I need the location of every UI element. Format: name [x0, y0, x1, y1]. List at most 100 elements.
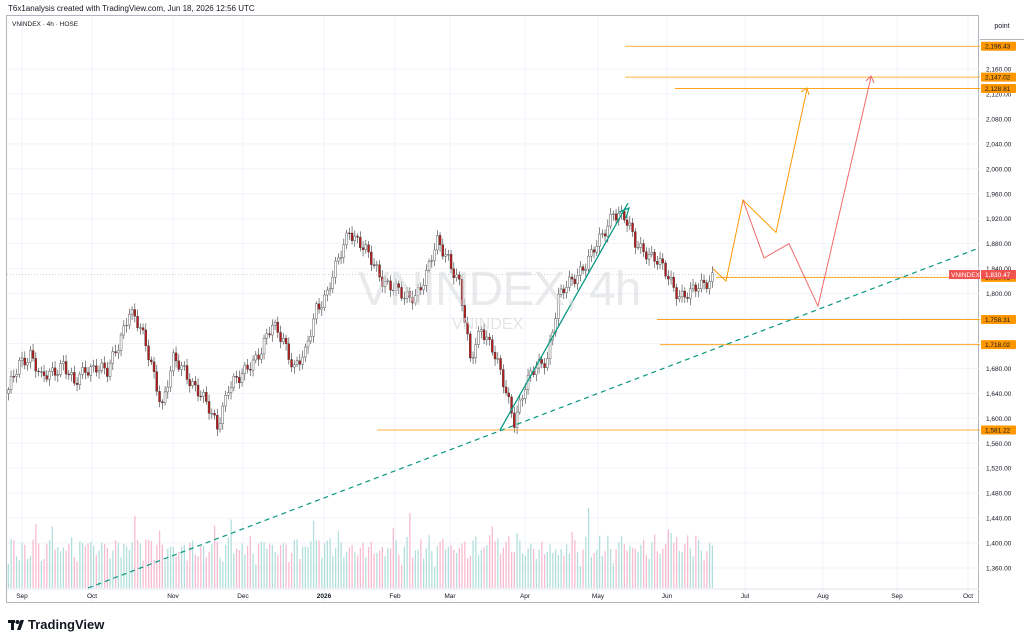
volume-bar	[142, 560, 144, 588]
volume-bar	[348, 547, 350, 588]
volume-bar	[543, 554, 546, 588]
volume-bar	[202, 545, 205, 588]
candle-body	[224, 395, 227, 407]
candle-body	[559, 288, 563, 295]
volume-bar	[417, 549, 419, 588]
volume-bar	[279, 545, 282, 588]
candle-body	[317, 303, 321, 310]
volume-bar	[241, 543, 243, 588]
volume-bar	[356, 555, 359, 588]
candle-body	[647, 254, 651, 260]
volume-bar	[510, 551, 513, 588]
candle-body	[199, 395, 203, 398]
candle-body	[375, 264, 378, 266]
level-price-tag	[981, 83, 1016, 93]
volume-bar	[194, 554, 196, 588]
candle-body	[210, 413, 214, 415]
price-tick-label: 1,360.00	[986, 566, 1012, 573]
candle-body	[161, 401, 164, 404]
candle-body	[565, 287, 568, 294]
candle-body	[411, 297, 414, 304]
volume-bar	[629, 545, 631, 588]
candle-body	[581, 266, 585, 271]
candle-body	[601, 233, 604, 235]
volume-bar	[337, 531, 339, 588]
volume-bar	[455, 553, 458, 588]
time-tick-label: 2026	[317, 593, 332, 600]
volume-bar	[370, 542, 372, 588]
candle-body	[444, 254, 447, 257]
level-price-tag-label: 2,196.43	[985, 44, 1011, 51]
chart-frame[interactable]	[6, 15, 979, 603]
candle-body	[686, 296, 689, 299]
tradingview-logo-icon	[8, 619, 24, 630]
price-tick-label: 1,920.00	[986, 216, 1012, 223]
candle-body	[477, 331, 480, 345]
volume-bar	[560, 549, 562, 588]
candle-body	[75, 382, 79, 385]
candle-body	[405, 291, 409, 299]
volume-bar	[213, 525, 216, 588]
volume-bar	[290, 552, 293, 588]
volume-bar	[315, 540, 317, 588]
volume-bar	[227, 537, 229, 588]
volume-bar	[692, 556, 694, 588]
volume-bar	[508, 536, 510, 588]
candle-body	[273, 321, 277, 326]
candle-body	[584, 269, 587, 271]
candle-body	[392, 289, 395, 292]
candle-body	[631, 222, 634, 232]
candle-body	[29, 350, 32, 363]
volume-bar	[607, 535, 609, 588]
candle-body	[535, 367, 538, 375]
candle-body	[403, 297, 406, 300]
time-tick-label: Sep	[891, 593, 903, 600]
volume-bar	[235, 548, 238, 588]
candle-body	[147, 345, 150, 361]
candle-body	[397, 283, 400, 288]
candle-body	[144, 329, 148, 347]
candle-body	[42, 371, 46, 376]
price-axis-unit-label[interactable]: point	[980, 15, 1024, 40]
candle-body	[664, 262, 667, 277]
time-tick-label: Oct	[87, 593, 97, 600]
candle-body	[100, 362, 104, 371]
price-tick-label: 1,600.00	[986, 416, 1012, 423]
volume-bar	[411, 557, 414, 588]
volume-bar	[662, 548, 664, 588]
volume-bar	[29, 555, 31, 588]
volume-bar	[618, 542, 620, 588]
volume-bar	[329, 538, 331, 588]
volume-bar	[98, 550, 100, 588]
volume-bar	[686, 535, 689, 588]
candle-body	[455, 274, 458, 278]
volume-bar	[359, 547, 361, 588]
volume-bar	[453, 549, 455, 588]
volume-bar	[400, 564, 403, 588]
candle-body	[667, 275, 670, 280]
volume-bar	[631, 547, 634, 588]
volume-bar	[406, 536, 408, 588]
brand-footer[interactable]: TradingView	[8, 617, 104, 632]
candle-body	[92, 365, 95, 368]
candle-body	[45, 375, 48, 380]
candle-body	[249, 369, 252, 371]
candle-body	[53, 367, 57, 376]
volume-bar	[318, 540, 320, 588]
candle-body	[86, 372, 90, 376]
candle-body	[359, 237, 362, 248]
volume-bar	[673, 543, 675, 588]
volume-bar	[307, 547, 309, 588]
volume-bar	[48, 539, 51, 588]
candle-body	[155, 371, 159, 392]
volume-bar	[626, 550, 628, 588]
volume-bar	[169, 546, 172, 588]
candle-body	[510, 396, 513, 414]
price-tick-label: 2,120.00	[986, 91, 1012, 98]
candle-body	[172, 352, 175, 372]
trend-line-dashed	[87, 247, 980, 589]
volume-bar	[285, 544, 287, 588]
candle-body	[298, 360, 301, 365]
volume-bar	[535, 558, 537, 588]
